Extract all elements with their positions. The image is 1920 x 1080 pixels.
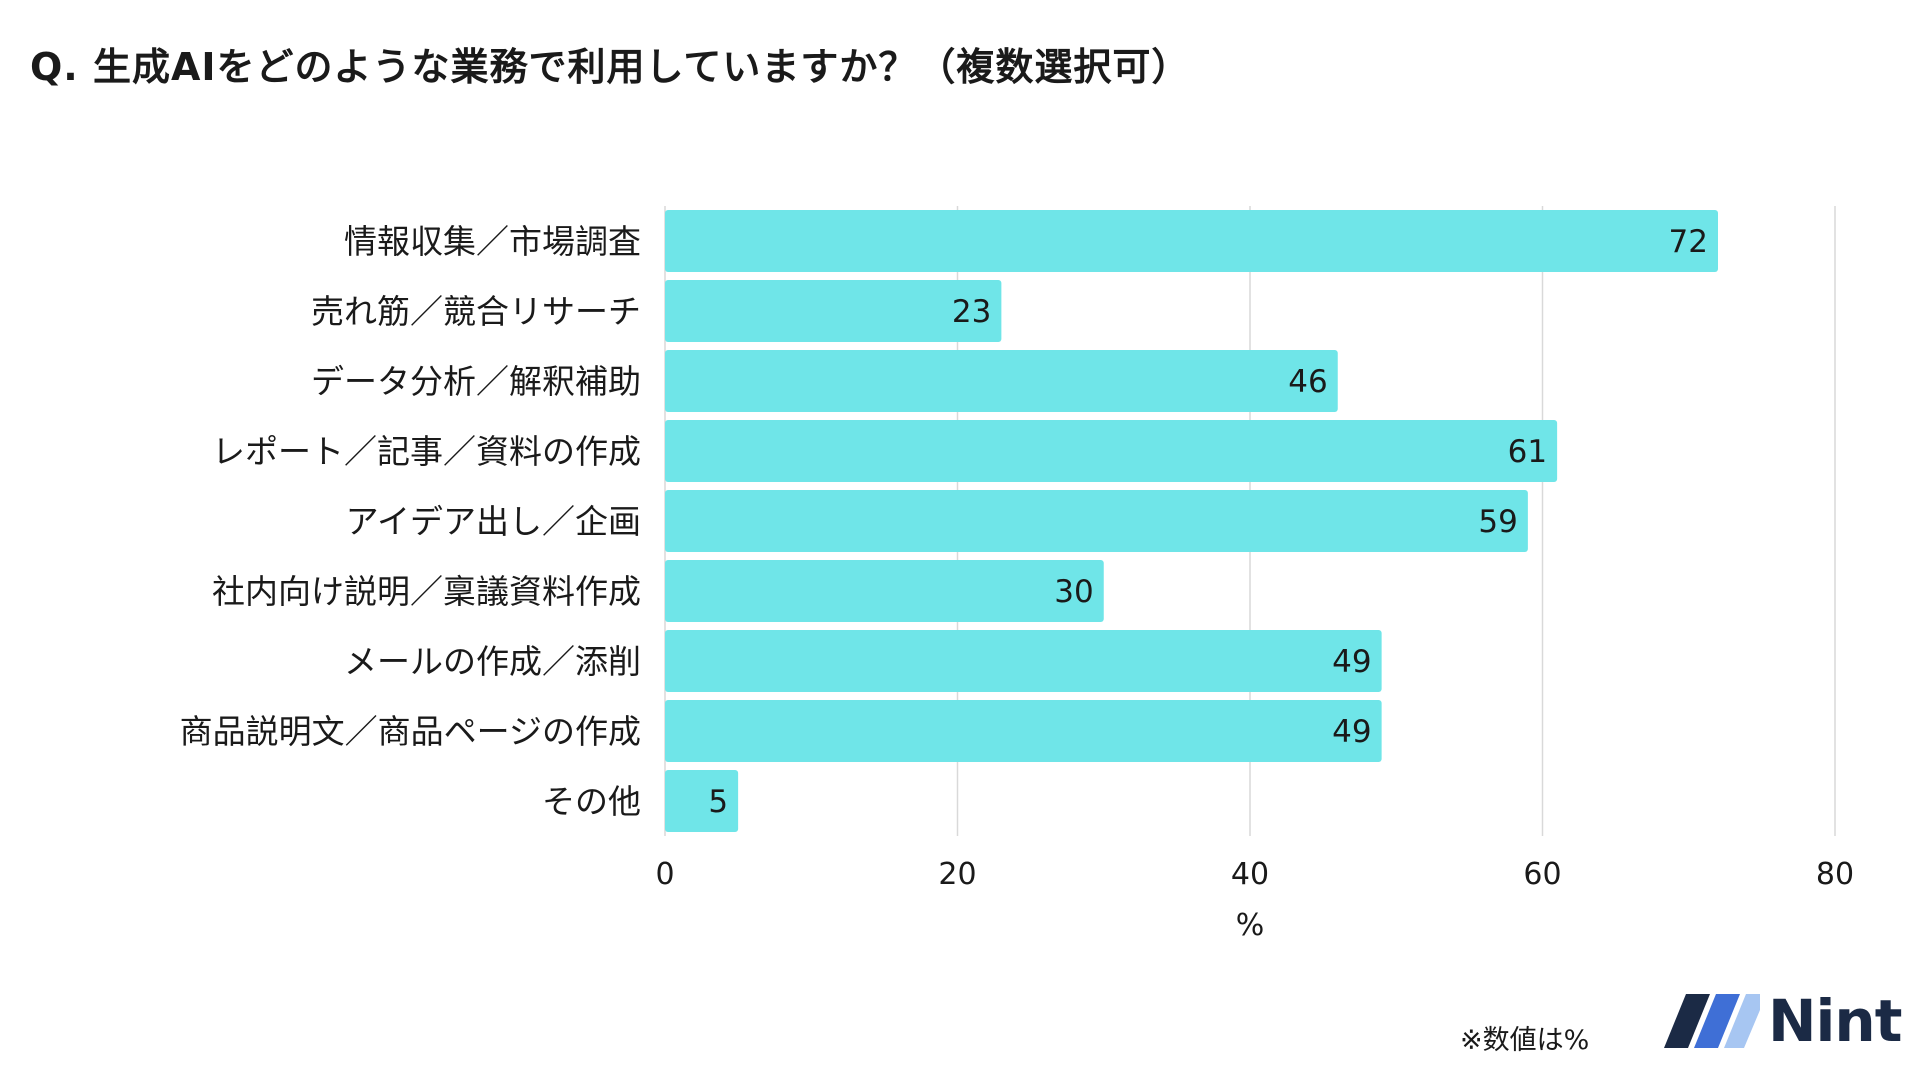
x-axis-label: % bbox=[1236, 908, 1265, 943]
category-label: メールの作成／添削 bbox=[344, 642, 641, 681]
category-label: 売れ筋／競合リサーチ bbox=[311, 292, 641, 331]
bar bbox=[665, 560, 1104, 622]
bar-value-label: 23 bbox=[952, 294, 991, 330]
bar-value-label: 5 bbox=[708, 784, 728, 820]
bar-value-label: 72 bbox=[1669, 224, 1708, 260]
bar-value-label: 49 bbox=[1332, 644, 1371, 680]
bar bbox=[665, 490, 1528, 552]
footnote: ※数値は% bbox=[1460, 1025, 1590, 1056]
bar-value-label: 61 bbox=[1508, 434, 1547, 470]
value-labels: 72 23 46 61 59 30 49 49 5 bbox=[708, 224, 1708, 820]
x-tick-label: 40 bbox=[1231, 857, 1269, 892]
category-label: その他 bbox=[542, 782, 641, 821]
category-label: 情報収集／市場調査 bbox=[344, 222, 641, 261]
x-tick-labels: 0 20 40 60 80 bbox=[655, 857, 1854, 892]
chart-title: Q. 生成AIをどのような業務で利用していますか？（複数選択可） bbox=[30, 45, 1191, 89]
bar bbox=[665, 210, 1718, 272]
bar bbox=[665, 630, 1382, 692]
x-tick-label: 80 bbox=[1816, 857, 1854, 892]
category-label: 商品説明文／商品ページの作成 bbox=[180, 712, 641, 751]
bar bbox=[665, 280, 1002, 342]
bar-chart: 情報収集／市場調査売れ筋／競合リサーチデータ分析／解釈補助レポート／記事／資料の… bbox=[180, 206, 1854, 943]
category-label: アイデア出し／企画 bbox=[346, 502, 641, 541]
bars bbox=[665, 210, 1718, 832]
bar bbox=[665, 770, 739, 832]
category-label: データ分析／解釈補助 bbox=[311, 362, 641, 401]
nint-logo-text: Nint bbox=[1768, 987, 1902, 1055]
nint-logo-mark-icon bbox=[1664, 994, 1760, 1048]
x-tick-label: 0 bbox=[655, 857, 674, 892]
category-label: 社内向け説明／稟議資料作成 bbox=[212, 572, 641, 611]
nint-logo: Nint bbox=[1664, 990, 1904, 1052]
bar-value-label: 46 bbox=[1288, 364, 1327, 400]
bar-value-label: 49 bbox=[1332, 714, 1371, 750]
x-tick-label: 20 bbox=[938, 857, 976, 892]
bar bbox=[665, 700, 1382, 762]
x-tick-label: 60 bbox=[1523, 857, 1561, 892]
bar-value-label: 59 bbox=[1478, 504, 1517, 540]
bar bbox=[665, 420, 1558, 482]
bar bbox=[665, 350, 1338, 412]
bar-value-label: 30 bbox=[1054, 574, 1093, 610]
category-label: レポート／記事／資料の作成 bbox=[212, 432, 641, 471]
category-labels: 情報収集／市場調査売れ筋／競合リサーチデータ分析／解釈補助レポート／記事／資料の… bbox=[180, 222, 641, 821]
